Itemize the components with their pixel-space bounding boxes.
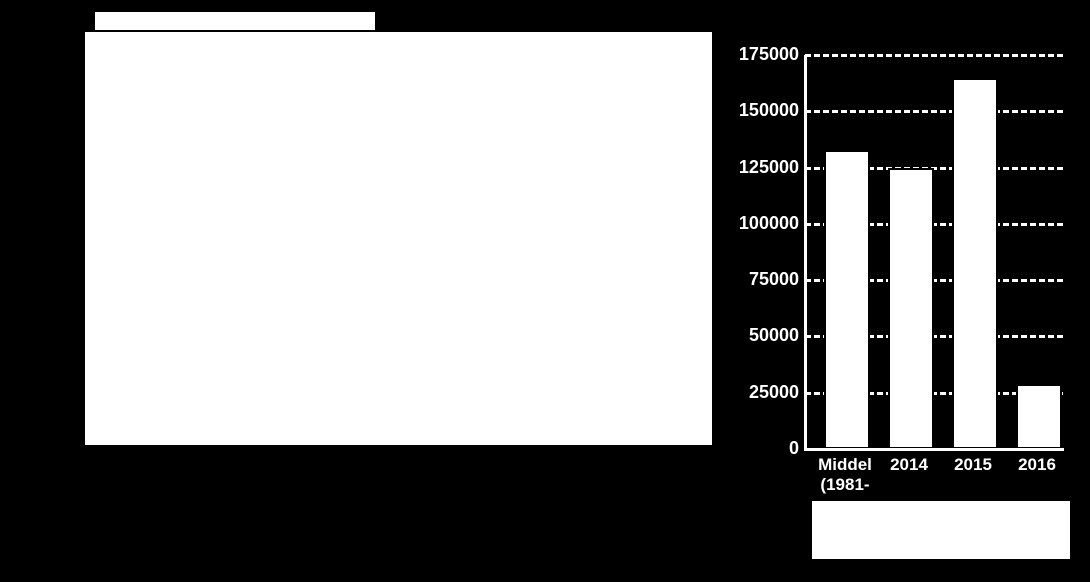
left-xtick-label: 52 [682, 449, 718, 472]
right-ytick-label: 25000 [729, 382, 799, 403]
left-ytick-label: 0 [5, 431, 75, 454]
right-ytick-label: 75000 [729, 269, 799, 290]
left-xtick-label: 1 [75, 449, 111, 472]
right-ytick-label: 175000 [729, 44, 799, 65]
right-ytick-label: 150000 [729, 100, 799, 121]
left-chart-plot-area [83, 30, 714, 447]
left-xtick-label: 40 [539, 449, 575, 472]
left-xtick-label: 4 [111, 449, 147, 472]
left-xtick-label: 7 [146, 449, 182, 472]
right-ytick-label: 125000 [729, 157, 799, 178]
left-xtick-label: 43 [575, 449, 611, 472]
left-ytick-label: 5000 [5, 234, 75, 257]
right-plot-area [805, 55, 1063, 449]
right-category-label: 2015 [939, 455, 1007, 475]
right-category-label: 2014 [875, 455, 943, 475]
left-xtick-label: 34 [468, 449, 504, 472]
left-xtick-label: 16 [254, 449, 290, 472]
left-xtick-label: 37 [503, 449, 539, 472]
bar [952, 78, 998, 449]
right-bar-chart [805, 55, 1063, 449]
left-xtick-label: 19 [289, 449, 325, 472]
left-xtick-label: 28 [396, 449, 432, 472]
right-category-label: 2016 [1003, 455, 1071, 475]
right-ytick-label: 0 [729, 438, 799, 459]
left-xtick-label: 49 [646, 449, 682, 472]
right-grid-line [805, 54, 1063, 57]
right-category-label: Middel [811, 455, 879, 475]
left-ytick-label: 2500 [5, 333, 75, 356]
right-category-sublabel: (1981- [811, 475, 879, 495]
left-xtick-label: 25 [361, 449, 397, 472]
right-x-axis-line [804, 448, 1064, 451]
bar [824, 150, 870, 449]
bar [1016, 384, 1062, 449]
left-ytick-label: 10000 [5, 38, 75, 61]
right-y-axis-line [804, 55, 807, 449]
left-xtick-label: 46 [611, 449, 647, 472]
left-xtick-label: 31 [432, 449, 468, 472]
right-ytick-label: 50000 [729, 325, 799, 346]
left-xtick-label: 10 [182, 449, 218, 472]
left-xtick-label: 22 [325, 449, 361, 472]
right-grid-line [805, 110, 1063, 113]
left-ytick-label: 7500 [5, 136, 75, 159]
left-xtick-label: 13 [218, 449, 254, 472]
right-legend-box [810, 499, 1072, 561]
chart-stage: 0 2500 5000 7500 10000 147101316192225283134… [0, 0, 1090, 582]
right-ytick-label: 100000 [729, 213, 799, 234]
bar [888, 168, 934, 449]
left-chart-top-bump [95, 12, 375, 30]
